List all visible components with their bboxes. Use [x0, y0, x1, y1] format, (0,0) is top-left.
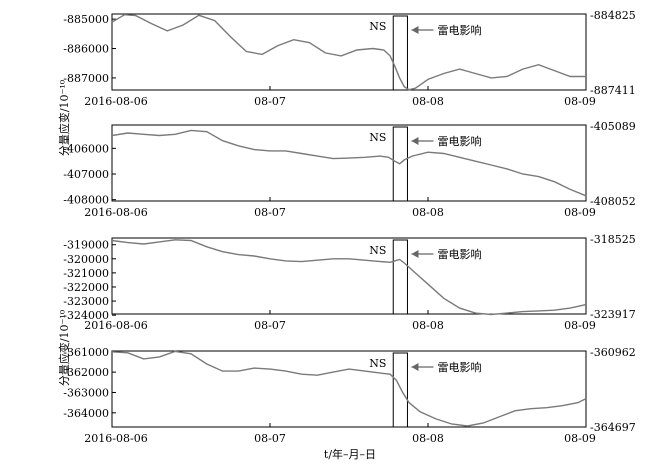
panel-1-annotation: 雷电影响	[437, 24, 481, 37]
x-axis-title: t/年–月–日	[324, 447, 376, 461]
panel-2-ytick-label-1: -407000	[63, 168, 109, 181]
panel-4-right-bottom-label: -364697	[590, 421, 636, 434]
panel-2-ytick-label-0: -406000	[63, 142, 109, 155]
panel-3-ytick-label-3: -322000	[63, 281, 109, 294]
panel-4-xtick-label-0: 2016-08-06	[84, 432, 147, 445]
panel-2-xtick-label-0: 2016-08-06	[84, 206, 147, 219]
panel-4-annotation: 雷电影响	[437, 361, 481, 374]
panel-1-xtick-label-2: 08-08	[412, 95, 444, 108]
panel-2-arrow-head	[411, 137, 419, 145]
panel-4-ns-window	[392, 352, 408, 428]
panel-2-right-top-label: -405089	[590, 120, 636, 133]
panel-1-series-line	[111, 13, 586, 91]
panel-2-xtick-label-2: 08-08	[412, 206, 444, 219]
panel-3-xtick-label-2: 08-08	[412, 319, 444, 332]
y-axis-title-bottom: 分量应变/10⁻¹⁰	[57, 309, 71, 386]
panel-4-ytick-label-3: -364000	[63, 407, 109, 420]
panel-4-xtick-label-2: 08-08	[412, 432, 444, 445]
panel-2-right-bottom-label: -408052	[590, 195, 636, 208]
panel-1-frame	[111, 13, 587, 91]
panel-1-ytick-label-2: -887000	[63, 72, 109, 85]
panel-1-ytick-label-1: -886000	[63, 43, 109, 56]
panel-3-right-bottom-label: -323917	[590, 308, 636, 321]
panel-1-arrow-head	[411, 26, 419, 34]
panel-3-ytick-label-0: -319000	[63, 239, 109, 252]
panel-2-ns-window	[392, 126, 408, 202]
panel-3-ytick-label-1: -320000	[63, 253, 109, 266]
panel-1-ytick-label-0: -885000	[63, 13, 109, 26]
panel-3-annotation: 雷电影响	[437, 248, 481, 261]
panel-2-annotation: 雷电影响	[437, 135, 481, 148]
panel-4-ytick-label-0: -361000	[63, 346, 109, 359]
panel-1-ns-window	[392, 15, 408, 91]
panel-3-ytick-label-5: -324000	[63, 309, 109, 322]
panel-1-ns-label: NS	[369, 20, 386, 33]
panel-3-arrow-head	[411, 250, 419, 258]
panel-1-right-bottom-label: -887411	[590, 84, 636, 97]
panel-4-xtick-label-3: 08-09	[564, 432, 596, 445]
panel-4-right-top-label: -360962	[590, 346, 636, 359]
panel-1-xtick-label-0: 2016-08-06	[84, 95, 147, 108]
y-axis-title-top: 分量应变/10⁻¹⁰	[57, 79, 71, 156]
panel-4-arrow-head	[411, 363, 419, 371]
panel-1-xtick-label-3: 08-09	[564, 95, 596, 108]
panel-2-xtick-label-1: 08-07	[254, 206, 286, 219]
panel-3-xtick-label-0: 2016-08-06	[84, 319, 147, 332]
panel-4-frame	[111, 350, 587, 428]
panel-3-xtick-label-1: 08-07	[254, 319, 286, 332]
panel-4-xtick-label-1: 08-07	[254, 432, 286, 445]
panel-2-series-line	[111, 129, 587, 197]
panel-3-right-top-label: -318525	[590, 233, 636, 246]
panel-3-frame	[111, 237, 587, 315]
panel-3-ns-window	[392, 239, 408, 315]
panel-3-ytick-label-2: -321000	[63, 267, 109, 280]
panel-3-ytick-label-4: -323000	[63, 295, 109, 308]
panel-2-ytick-label-2: -408000	[63, 194, 109, 207]
panel-2-xtick-label-3: 08-09	[564, 206, 596, 219]
panel-3-xtick-label-3: 08-09	[564, 319, 596, 332]
panel-4-ns-label: NS	[369, 357, 386, 370]
panel-1-right-top-label: -884825	[590, 9, 636, 22]
panel-1-xtick-label-1: 08-07	[254, 95, 286, 108]
panel-4-series-line	[111, 350, 587, 427]
panel-3-ns-label: NS	[369, 244, 386, 257]
panel-3-series-line	[111, 239, 587, 316]
panel-4-ytick-label-2: -363000	[63, 386, 109, 399]
panel-2-frame	[111, 124, 587, 202]
panel-4-ytick-label-1: -362000	[63, 366, 109, 379]
panel-2-ns-label: NS	[369, 131, 386, 144]
